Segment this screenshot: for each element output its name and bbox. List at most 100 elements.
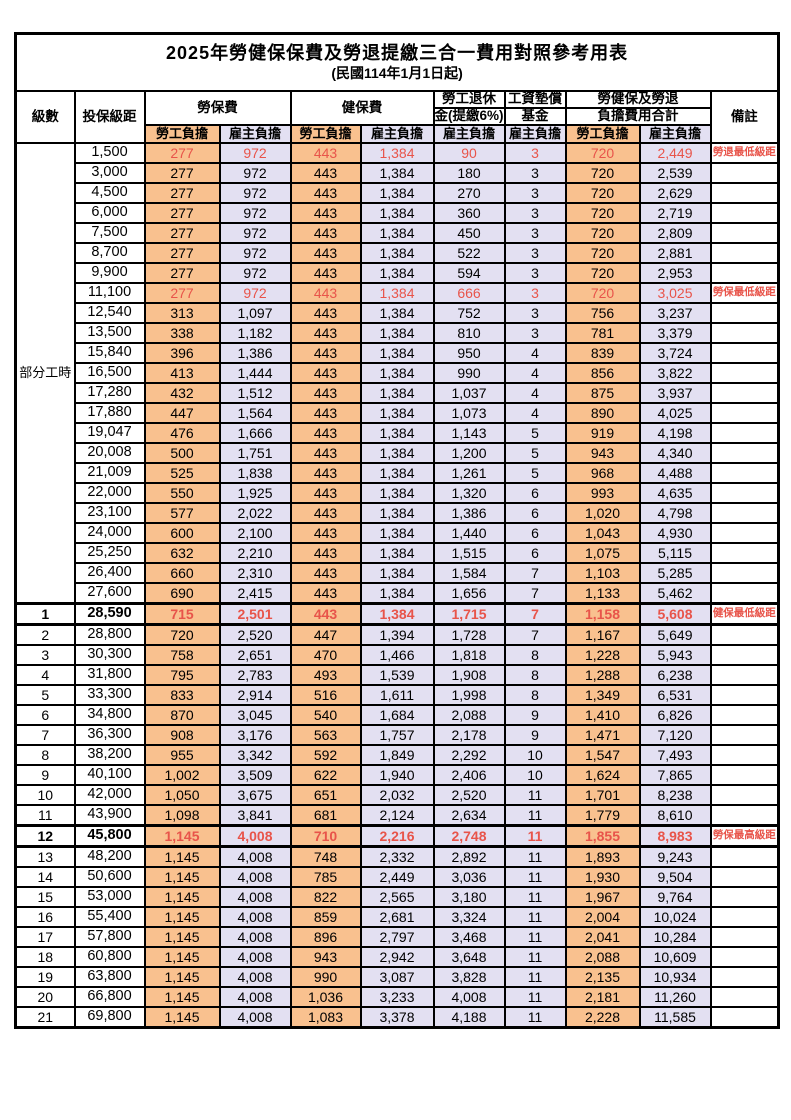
total-employer-cell: 3,025	[638, 282, 712, 304]
note-cell	[709, 462, 780, 484]
bracket-cell: 17,880	[73, 402, 146, 424]
labor-employee-cell: 577	[143, 502, 221, 524]
health-employee-cell: 443	[289, 262, 362, 284]
labor-employee-cell: 525	[143, 462, 221, 484]
subheader-fund-employer: 雇主負擔	[503, 124, 567, 144]
total-employee-cell: 2,181	[564, 986, 641, 1008]
wage-fund-cell: 5	[503, 462, 567, 484]
health-employee-cell: 622	[289, 764, 362, 786]
bracket-cell: 1,500	[73, 142, 146, 164]
labor-employer-cell: 4,008	[218, 886, 292, 908]
labor-employer-cell: 2,651	[218, 644, 292, 666]
health-employer-cell: 1,384	[359, 542, 435, 564]
total-employer-cell: 5,608	[638, 602, 712, 626]
pension-employer-cell: 1,515	[432, 542, 506, 564]
pension-employer-cell: 2,634	[432, 804, 506, 827]
table-row: 15,840 396 1,386 443 1,384 950 4 839 3,724	[16, 342, 780, 364]
health-employee-cell: 443	[289, 562, 362, 584]
table-row: 8,700 277 972 443 1,384 522 3 720 2,881	[16, 242, 780, 264]
health-employer-cell: 1,384	[359, 342, 435, 364]
note-cell	[709, 382, 780, 404]
bracket-cell: 31,800	[73, 664, 146, 686]
table-row: 19 63,800 1,145 4,008 990 3,087 3,828 11 2,135 10…	[14, 966, 780, 988]
bracket-cell: 28,590	[73, 602, 146, 626]
bracket-cell: 20,008	[73, 442, 146, 464]
labor-employer-cell: 972	[218, 142, 292, 164]
table-row: 13,500 338 1,182 443 1,384 810 3 781 3,379	[16, 322, 780, 344]
table-row: 12 45,800 1,145 4,008 710 2,216 2,748 11 1,855 8,…	[14, 824, 780, 848]
labor-employer-cell: 1,444	[218, 362, 292, 384]
total-employer-cell: 4,198	[638, 422, 712, 444]
wage-fund-cell: 6	[503, 522, 567, 544]
wage-fund-cell: 10	[503, 744, 567, 766]
health-employer-cell: 3,087	[359, 966, 435, 988]
labor-employee-cell: 476	[143, 422, 221, 444]
labor-employee-cell: 600	[143, 522, 221, 544]
level-cell: 3	[14, 644, 76, 666]
table-body: 部分工時 1,500 277 972 443 1,384 90 3 720 2,449 勞退最低級距…	[14, 142, 780, 1029]
bracket-cell: 40,100	[73, 764, 146, 786]
labor-employee-cell: 277	[143, 182, 221, 204]
total-employee-cell: 2,088	[564, 946, 641, 968]
bracket-cell: 4,500	[73, 182, 146, 204]
bracket-cell: 43,900	[73, 804, 146, 827]
bracket-cell: 38,200	[73, 744, 146, 766]
pension-employer-cell: 1,715	[432, 602, 506, 626]
note-cell	[709, 182, 780, 204]
bracket-cell: 33,300	[73, 684, 146, 706]
labor-employee-cell: 277	[143, 142, 221, 164]
total-employee-cell: 839	[564, 342, 641, 364]
bracket-cell: 34,800	[73, 704, 146, 726]
wage-fund-cell: 7	[503, 582, 567, 605]
note-cell	[709, 744, 780, 766]
note-cell	[709, 664, 780, 686]
table-row: 11 43,900 1,098 3,841 681 2,124 2,634 11 1,779 8,…	[14, 804, 780, 827]
labor-employer-cell: 4,008	[218, 986, 292, 1008]
health-employee-cell: 443	[289, 482, 362, 504]
total-employer-cell: 7,120	[638, 724, 712, 746]
note-cell	[709, 906, 780, 928]
pension-employer-cell: 1,998	[432, 684, 506, 706]
col-header-level: 級數	[14, 90, 76, 144]
health-employer-cell: 1,384	[359, 462, 435, 484]
wage-fund-cell: 5	[503, 422, 567, 444]
health-employee-cell: 896	[289, 926, 362, 948]
health-employee-cell: 1,036	[289, 986, 362, 1008]
health-employer-cell: 1,384	[359, 262, 435, 284]
labor-employee-cell: 277	[143, 222, 221, 244]
table-row: 21,009 525 1,838 443 1,384 1,261 5 968 4,488	[16, 462, 780, 484]
labor-employer-cell: 1,564	[218, 402, 292, 424]
labor-employee-cell: 550	[143, 482, 221, 504]
total-employee-cell: 2,135	[564, 966, 641, 988]
total-employee-cell: 1,967	[564, 886, 641, 908]
wage-fund-cell: 11	[503, 886, 567, 908]
note-cell	[709, 684, 780, 706]
header-row-1: 級數 投保級距 勞保費 健保費 勞工退休 工資墊償 勞健保及勞退 備註	[14, 90, 780, 144]
bracket-cell: 45,800	[73, 824, 146, 848]
note-cell	[709, 322, 780, 344]
pension-employer-cell: 2,178	[432, 724, 506, 746]
level-cell: 9	[14, 764, 76, 786]
labor-employer-cell: 1,751	[218, 442, 292, 464]
table-row: 3,000 277 972 443 1,384 180 3 720 2,539	[16, 162, 780, 184]
wage-fund-cell: 3	[503, 282, 567, 304]
bracket-cell: 42,000	[73, 784, 146, 806]
premium-reference-table: 2025年勞健保保費及勞退提繳三合一費用對照參考用表 (民國114年1月1日起)…	[14, 32, 781, 1029]
wage-fund-cell: 8	[503, 684, 567, 706]
health-employer-cell: 2,332	[359, 845, 435, 868]
wage-fund-cell: 11	[503, 926, 567, 948]
total-employer-cell: 4,025	[638, 402, 712, 424]
health-employer-cell: 1,384	[359, 502, 435, 524]
bracket-cell: 11,100	[73, 282, 146, 304]
wage-fund-cell: 11	[503, 946, 567, 968]
note-cell	[709, 562, 780, 584]
page-subtitle: (民國114年1月1日起)	[331, 65, 463, 82]
labor-employee-cell: 870	[143, 704, 221, 726]
table-row: 6 34,800 870 3,045 540 1,684 2,088 9 1,410 6,826	[14, 704, 780, 726]
health-employer-cell: 1,384	[359, 602, 435, 626]
bracket-cell: 36,300	[73, 724, 146, 746]
health-employer-cell: 2,216	[359, 824, 435, 848]
total-employee-cell: 756	[564, 302, 641, 324]
labor-employee-cell: 1,145	[143, 845, 221, 868]
table-row: 9,900 277 972 443 1,384 594 3 720 2,953	[16, 262, 780, 284]
